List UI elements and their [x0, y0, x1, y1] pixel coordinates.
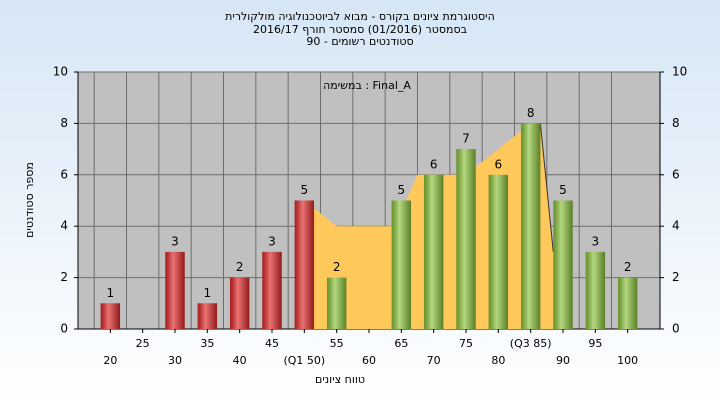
y-tick-label: 4 — [60, 219, 68, 233]
y2-tick-label: 0 — [672, 322, 680, 336]
x-tick-label: 90 — [556, 354, 570, 367]
x-tick-label: 100 — [617, 354, 638, 367]
annotation: במשימה : Final_A — [323, 79, 411, 92]
x-tick-label: 40 — [233, 354, 247, 367]
value-label: 5 — [301, 183, 309, 197]
x-tick-label: 75 — [459, 337, 473, 350]
bar-shade — [617, 277, 638, 329]
y2-tick-label: 10 — [672, 65, 687, 79]
chart-subtitle: סטודנטים רשומים - 90 — [306, 35, 413, 48]
x-tick-label: 25 — [136, 337, 150, 350]
x-tick-label: (Q3 85) — [510, 337, 552, 350]
bar-shade — [423, 174, 444, 329]
bar-shade — [326, 277, 347, 329]
area-edge — [539, 123, 554, 252]
y-axis-label: מספר סטודנטים — [23, 162, 36, 238]
bar-shade — [391, 200, 412, 329]
value-label: 1 — [107, 286, 115, 300]
y2-tick-label: 4 — [672, 219, 680, 233]
value-label: 3 — [171, 234, 179, 248]
x-tick-label: 60 — [362, 354, 376, 367]
y2-tick-label: 8 — [672, 116, 680, 130]
bar-shade — [100, 303, 121, 329]
value-label: 2 — [624, 260, 632, 274]
value-label: 3 — [268, 234, 276, 248]
x-tick-label: 95 — [588, 337, 602, 350]
bar-shade — [165, 251, 185, 329]
x-tick-label: 30 — [168, 354, 182, 367]
x-tick-label: 55 — [330, 337, 344, 350]
y2-tick-label: 2 — [672, 270, 680, 284]
y-tick-label: 8 — [60, 116, 68, 130]
value-label: 2 — [333, 260, 341, 274]
x-tick-label: 80 — [491, 354, 505, 367]
value-label: 5 — [398, 183, 406, 197]
bar-shade — [553, 200, 573, 329]
bar-shade — [294, 200, 315, 329]
bar-shade — [488, 174, 509, 329]
y2-tick-label: 6 — [672, 167, 680, 181]
value-label: 6 — [430, 157, 438, 171]
value-label: 3 — [592, 234, 600, 248]
y-tick-label: 0 — [60, 322, 68, 336]
value-label: 2 — [236, 260, 244, 274]
y-tick-label: 2 — [60, 270, 68, 284]
x-tick-label: (Q1 50) — [283, 354, 325, 367]
y-tick-label: 6 — [60, 167, 68, 181]
x-axis-label: טווח ציונים — [315, 373, 365, 386]
value-label: 5 — [559, 183, 567, 197]
value-label: 6 — [495, 157, 503, 171]
x-tick-label: 20 — [103, 354, 117, 367]
bar-shade — [197, 303, 218, 329]
chart-subtitle: בסמסטר (01/2016) סמסטר חורף 2016/17 — [253, 23, 467, 36]
bar-shade — [229, 277, 250, 329]
bar-shade — [520, 123, 541, 330]
value-label: 7 — [462, 132, 470, 146]
x-tick-label: 45 — [265, 337, 279, 350]
x-tick-label: 65 — [394, 337, 408, 350]
x-tick-label: 35 — [200, 337, 214, 350]
chart-title: היסטוגרמת ציונים בקורס - מבוא לביוטכנולו… — [225, 10, 495, 23]
bar-shade — [585, 251, 606, 329]
bar-shade — [456, 149, 476, 329]
x-tick-label: 70 — [427, 354, 441, 367]
value-label: 1 — [204, 286, 212, 300]
y-tick-label: 10 — [53, 65, 68, 79]
value-label: 8 — [527, 106, 535, 120]
bar-shade — [262, 251, 282, 329]
